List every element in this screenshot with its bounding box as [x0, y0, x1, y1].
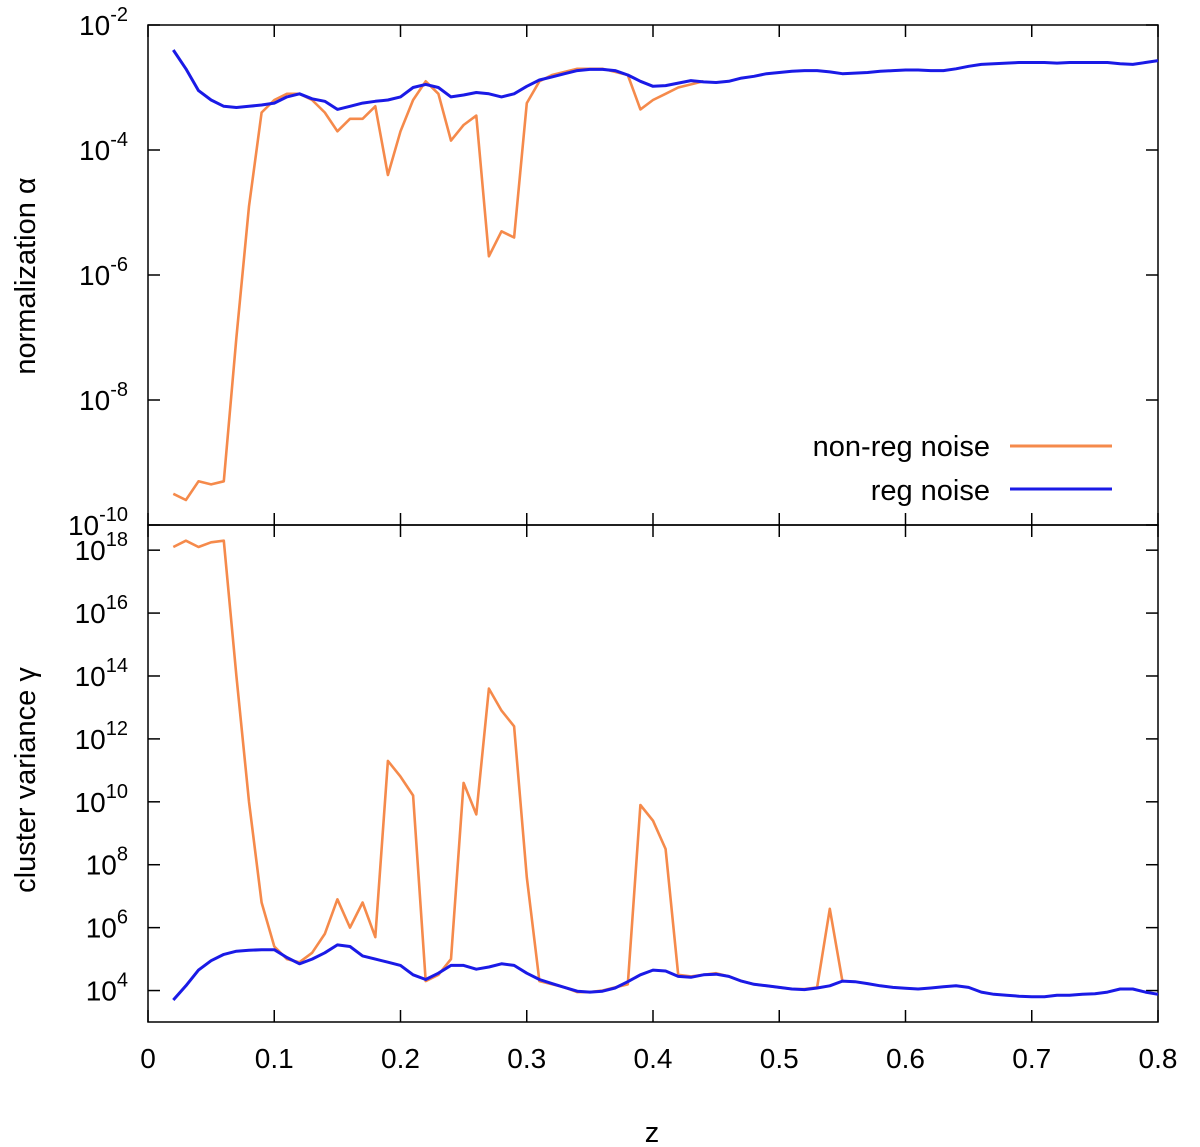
x-tick-label: 0.2	[381, 1043, 420, 1074]
bottom-panel: 1018 1016 1014 1012 1010 108 106 104 cluster va…	[10, 524, 1159, 1023]
x-tick-label: 0.8	[1139, 1043, 1178, 1074]
bottom-y-axis-label: cluster variance γ	[10, 667, 42, 893]
bottom-series-non-reg	[172, 539, 844, 994]
y-tick-label: 10-10	[68, 504, 128, 541]
x-tick-label: 0.3	[507, 1043, 546, 1074]
y-tick-label: 106	[86, 907, 128, 944]
bottom-x-ticks	[147, 525, 1159, 1022]
x-tick-label: 0.5	[760, 1043, 799, 1074]
top-series-reg	[172, 49, 1159, 111]
y-tick-label: 1018	[75, 529, 128, 566]
y-tick-label: 10-2	[79, 4, 128, 41]
top-x-ticks	[147, 25, 1159, 525]
x-tick-label: 0.6	[886, 1043, 925, 1074]
y-tick-label: 10-6	[79, 254, 128, 291]
bottom-plot-frame	[147, 524, 1159, 1023]
bottom-series	[172, 539, 1159, 1001]
top-y-axis-label: normalization α	[10, 177, 42, 374]
x-axis-label: z	[645, 1117, 660, 1147]
y-tick-label: 1012	[75, 718, 128, 755]
y-tick-label: 10-4	[79, 129, 128, 166]
top-panel: 10-2 10-4 10-6 10-8 10-10 normalization α	[10, 4, 1159, 541]
top-series-non-reg	[172, 67, 704, 502]
x-tick-label: 0.1	[255, 1043, 294, 1074]
x-tick-label: 0.4	[634, 1043, 673, 1074]
y-tick-label: 1010	[75, 781, 128, 818]
top-y-ticks: 10-2 10-4 10-6 10-8 10-10	[68, 4, 1158, 541]
y-tick-label: 10-8	[79, 379, 128, 416]
x-tick-label: 0.7	[1012, 1043, 1051, 1074]
y-tick-label: 104	[86, 970, 128, 1007]
y-tick-label: 1014	[75, 655, 128, 692]
y-tick-label: 108	[86, 844, 128, 881]
legend-label-non-reg: non-reg noise	[813, 431, 990, 463]
y-tick-label: 1016	[75, 592, 128, 629]
legend-label-reg: reg noise	[871, 475, 990, 507]
x-tick-label: 0	[140, 1043, 156, 1074]
bottom-y-ticks: 1018 1016 1014 1012 1010 108 106 104	[75, 529, 1158, 1007]
bottom-series-reg	[172, 943, 1159, 1001]
legend: non-reg noise reg noise	[813, 431, 1112, 507]
x-tick-labels: 0 0.1 0.2 0.3 0.4 0.5 0.6 0.7 0.8	[140, 1043, 1177, 1074]
top-series	[172, 49, 1159, 502]
